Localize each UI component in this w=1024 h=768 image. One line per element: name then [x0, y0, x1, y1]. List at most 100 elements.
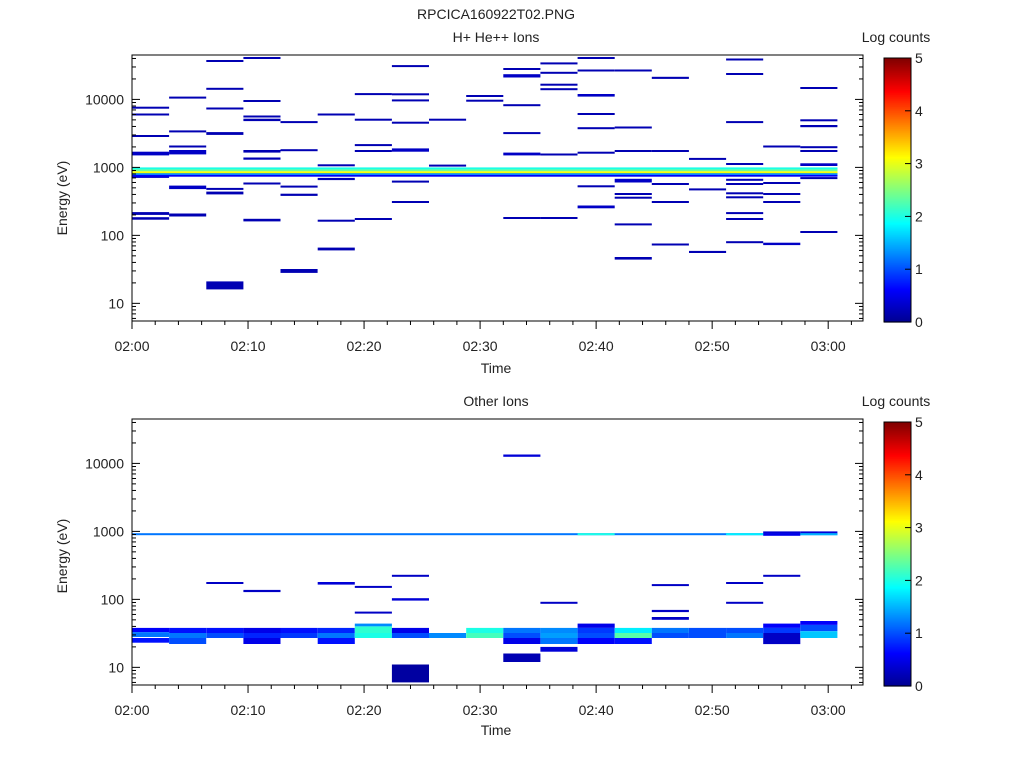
data-cell [206, 582, 244, 584]
y-tick-label: 10000 [85, 91, 124, 107]
colorbar-segment [884, 440, 911, 443]
colorbar-segment [884, 630, 911, 633]
colorbar-segment [884, 282, 911, 285]
colorbar-tick-label: 4 [915, 103, 923, 119]
colorbar-segment [884, 562, 911, 565]
colorbar-segment [884, 654, 911, 657]
colorbar-segment [884, 140, 911, 143]
colorbar-segment [884, 530, 911, 533]
data-cell [651, 201, 689, 203]
data-cell [800, 163, 838, 166]
data-cell [206, 281, 244, 290]
colorbar-segment [884, 320, 911, 323]
colorbar-segment [884, 118, 911, 121]
data-cell [577, 623, 615, 628]
colorbar-segment [884, 514, 911, 517]
data-cell [651, 617, 689, 620]
colorbar-segment [884, 226, 911, 229]
colorbar-segment [884, 278, 911, 281]
colorbar-segment [884, 234, 911, 237]
y-tick-label: 10 [108, 295, 124, 311]
data-cell [726, 627, 764, 633]
colorbar-segment [884, 456, 911, 459]
data-cell [317, 113, 355, 116]
data-cell [726, 212, 764, 215]
x-tick-label: 02:40 [579, 338, 614, 354]
colorbar-frame [883, 57, 912, 323]
colorbar-segment [884, 486, 911, 489]
colorbar-segment [884, 172, 911, 175]
colorbar-segment [884, 98, 911, 101]
data-cell [429, 633, 467, 638]
x-tick-label: 02:30 [463, 702, 498, 718]
colorbar-segment [884, 212, 911, 215]
data-cell [169, 213, 207, 217]
data-cell [391, 201, 429, 203]
data-cell [577, 533, 615, 536]
colorbar-segment [884, 214, 911, 217]
y-tick-label: 1000 [93, 523, 124, 539]
y-tick-label: 1000 [93, 159, 124, 175]
data-cell [243, 150, 281, 153]
data-cell [354, 93, 392, 96]
colorbar-segment [884, 314, 911, 317]
colorbar-segment [884, 594, 911, 597]
data-cell [800, 177, 838, 180]
colorbar-segment [884, 70, 911, 73]
colorbar-segment [884, 302, 911, 305]
data-cell [503, 627, 541, 633]
colorbar-segment [884, 190, 911, 193]
colorbar-segment [884, 636, 911, 639]
colorbar-segment [884, 74, 911, 77]
data-cell [132, 174, 838, 177]
colorbar-tick-label: 0 [915, 678, 923, 694]
colorbar-segment [884, 582, 911, 585]
data-cell [726, 533, 764, 536]
colorbar-segment [884, 66, 911, 69]
data-cell [540, 627, 578, 633]
colorbar-tick-label: 1 [915, 625, 923, 641]
colorbar-segment [884, 650, 911, 653]
colorbar-segment [884, 574, 911, 577]
colorbar-segment [884, 522, 911, 525]
data-cell [800, 625, 838, 632]
colorbar-segment [884, 316, 911, 319]
data-cell [132, 627, 170, 633]
data-cell [206, 87, 244, 90]
data-cell [651, 633, 689, 638]
data-cell [726, 163, 764, 165]
colorbar-segment [884, 516, 911, 519]
colorbar-segment [884, 556, 911, 559]
data-cell [577, 638, 615, 644]
data-cell [391, 93, 429, 96]
data-cell [280, 185, 318, 188]
colorbar-segment [884, 306, 911, 309]
data-cell [243, 57, 281, 59]
colorbar-segment [884, 484, 911, 487]
data-cell [206, 187, 244, 190]
colorbar-segment [884, 464, 911, 467]
data-cell [651, 183, 689, 185]
colorbar-segment [884, 78, 911, 81]
data-cell [132, 113, 170, 116]
colorbar-segment [884, 538, 911, 541]
colorbar-segment [884, 510, 911, 513]
data-cell [132, 167, 838, 170]
colorbar-segment [884, 430, 911, 433]
data-cell [800, 531, 838, 534]
data-cell [391, 121, 429, 124]
colorbar-segment [884, 622, 911, 625]
colorbar-tick-label: 4 [915, 467, 923, 483]
colorbar-segment [884, 458, 911, 461]
data-cell [800, 125, 838, 128]
data-cell [280, 121, 318, 124]
colorbar-segment [884, 246, 911, 249]
colorbar-segment [884, 434, 911, 437]
colorbar-segment [884, 550, 911, 553]
colorbar-segment [884, 638, 911, 641]
data-cell [726, 73, 764, 75]
colorbar-segment [884, 588, 911, 591]
colorbar-segment [884, 644, 911, 647]
colorbar-segment [884, 194, 911, 197]
colorbar-segment [884, 168, 911, 171]
